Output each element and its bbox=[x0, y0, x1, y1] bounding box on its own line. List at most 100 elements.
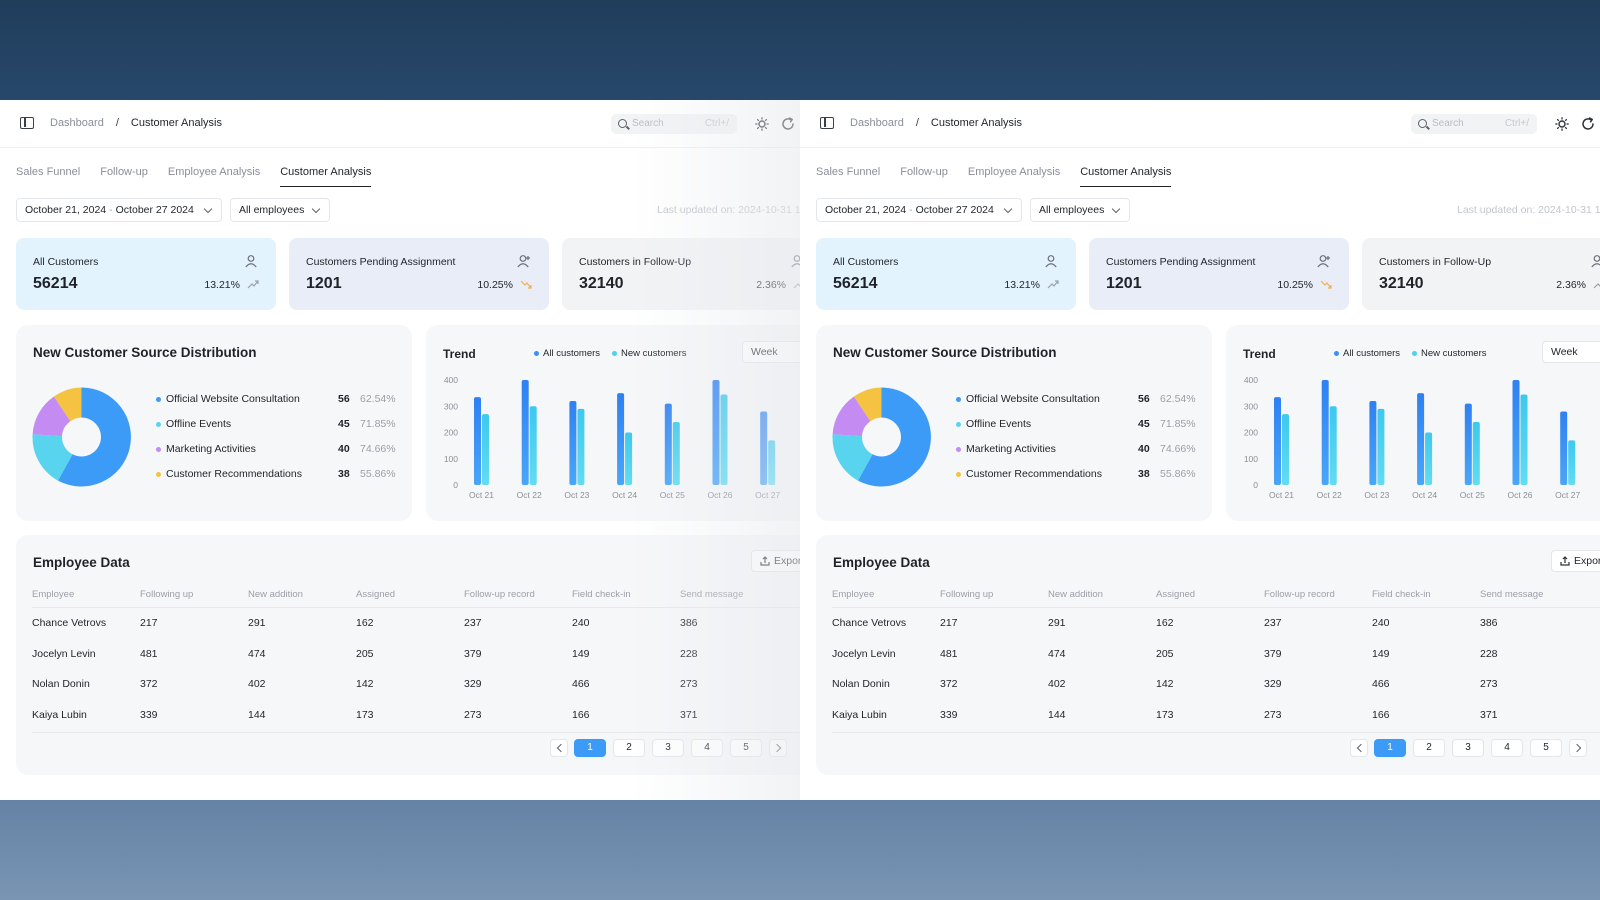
breadcrumb-dashboard-link[interactable]: Dashboard bbox=[850, 117, 904, 129]
page-button[interactable]: 4 bbox=[1491, 739, 1523, 757]
table-cell: 228 bbox=[1480, 647, 1498, 660]
chevron-left-icon bbox=[556, 743, 566, 753]
employee-filter-select[interactable]: All employees bbox=[1030, 198, 1130, 222]
bar-all-customers[interactable] bbox=[664, 403, 672, 485]
next-page-button[interactable] bbox=[1569, 739, 1587, 757]
bar-new-customers[interactable] bbox=[1520, 394, 1528, 485]
donut-slice-recommendations[interactable] bbox=[854, 387, 882, 422]
tab-customer-analysis[interactable]: Customer Analysis bbox=[280, 166, 372, 187]
bar-new-customers[interactable] bbox=[1282, 414, 1289, 485]
bar-all-customers[interactable] bbox=[1369, 401, 1377, 485]
period-value: Week bbox=[1551, 346, 1578, 358]
bar-all-customers[interactable] bbox=[1274, 397, 1281, 485]
search-input[interactable]: Search Ctrl+/ bbox=[611, 114, 737, 134]
legend-percent: 55.86% bbox=[1160, 468, 1196, 480]
legend-dot bbox=[534, 350, 539, 356]
legend-new-customers[interactable]: New customers bbox=[1412, 348, 1486, 359]
bar-new-customers[interactable] bbox=[529, 406, 537, 485]
stat-card-all-customers[interactable]: All Customers 56214 13.21% bbox=[16, 238, 276, 310]
bar-new-customers[interactable] bbox=[625, 432, 633, 486]
table-cell: 386 bbox=[680, 617, 698, 629]
bar-all-customers[interactable] bbox=[712, 380, 720, 485]
bar-new-customers[interactable] bbox=[1329, 406, 1337, 485]
tab-customer-analysis[interactable]: Customer Analysis bbox=[1080, 166, 1172, 187]
period-select[interactable]: Week bbox=[742, 341, 800, 363]
tab-follow-up[interactable]: Follow-up bbox=[900, 166, 948, 178]
bar-all-customers[interactable] bbox=[521, 380, 529, 485]
sidebar-toggle-icon[interactable] bbox=[820, 117, 834, 129]
page-button[interactable]: 4 bbox=[691, 739, 723, 757]
employee-filter-select[interactable]: All employees bbox=[230, 198, 330, 222]
sun-icon[interactable] bbox=[755, 117, 769, 131]
bar-new-customers[interactable] bbox=[577, 408, 585, 485]
bar-all-customers[interactable] bbox=[1417, 393, 1425, 485]
page-button[interactable]: 3 bbox=[652, 739, 684, 757]
bar-all-customers[interactable] bbox=[760, 411, 768, 486]
legend-all-customers[interactable]: All customers bbox=[534, 348, 600, 359]
export-button[interactable]: Export bbox=[1551, 550, 1600, 572]
bar-new-customers[interactable] bbox=[1425, 432, 1433, 486]
bar-new-customers[interactable] bbox=[720, 394, 728, 485]
bar-new-customers[interactable] bbox=[1568, 440, 1576, 485]
refresh-icon[interactable] bbox=[1581, 117, 1595, 131]
tab-follow-up[interactable]: Follow-up bbox=[100, 166, 148, 178]
donut-slice-offline[interactable] bbox=[832, 434, 873, 481]
stat-card-pending-assignment[interactable]: Customers Pending Assignment 1201 10.25% bbox=[289, 238, 549, 310]
donut-slice-marketing[interactable] bbox=[832, 396, 871, 437]
bar-new-customers[interactable] bbox=[672, 422, 680, 485]
export-button[interactable]: Export bbox=[751, 550, 800, 572]
donut-slice-website[interactable] bbox=[58, 387, 131, 487]
breadcrumb-dashboard-link[interactable]: Dashboard bbox=[50, 117, 104, 129]
tab-sales-funnel[interactable]: Sales Funnel bbox=[16, 166, 81, 178]
stat-card-in-follow-up[interactable]: Customers in Follow-Up 32140 2.36% bbox=[562, 238, 800, 310]
donut-slice-website[interactable] bbox=[858, 387, 931, 487]
bar-new-customers[interactable] bbox=[768, 440, 776, 485]
refresh-icon[interactable] bbox=[781, 117, 795, 131]
prev-page-button[interactable] bbox=[1350, 739, 1368, 757]
donut-slice-offline[interactable] bbox=[32, 434, 73, 481]
page-button[interactable]: 5 bbox=[730, 739, 762, 757]
bar-all-customers[interactable] bbox=[474, 397, 481, 485]
x-tick-label: Oct 23 bbox=[1364, 490, 1389, 500]
stat-card-all-customers[interactable]: All Customers 56214 13.21% bbox=[816, 238, 1076, 310]
page-button[interactable]: 2 bbox=[613, 739, 645, 757]
page-button[interactable]: 1 bbox=[1374, 739, 1406, 757]
bar-all-customers[interactable] bbox=[1560, 411, 1568, 486]
bar-all-customers[interactable] bbox=[1512, 380, 1520, 485]
bar-all-customers[interactable] bbox=[1321, 380, 1329, 485]
bar-all-customers[interactable] bbox=[569, 401, 577, 485]
stat-card-pending-assignment[interactable]: Customers Pending Assignment 1201 10.25% bbox=[1089, 238, 1349, 310]
bar-new-customers[interactable] bbox=[1472, 422, 1480, 485]
legend-percent: 74.66% bbox=[360, 443, 396, 455]
page-button[interactable]: 1 bbox=[574, 739, 606, 757]
date-range-select[interactable]: October 21, 2024- October 27 2024 bbox=[16, 198, 222, 222]
tab-employee-analysis[interactable]: Employee Analysis bbox=[167, 166, 261, 178]
legend-new-customers[interactable]: New customers bbox=[612, 348, 686, 359]
search-shortcut-hint: Ctrl+/ bbox=[704, 118, 729, 129]
page-button[interactable]: 2 bbox=[1413, 739, 1445, 757]
prev-page-button[interactable] bbox=[550, 739, 568, 757]
bar-all-customers[interactable] bbox=[1464, 403, 1472, 485]
export-icon bbox=[760, 556, 770, 566]
next-page-button[interactable] bbox=[769, 739, 787, 757]
donut-slice-marketing[interactable] bbox=[32, 396, 71, 437]
page-button[interactable]: 3 bbox=[1452, 739, 1484, 757]
stat-value: 32140 bbox=[579, 275, 624, 292]
bar-new-customers[interactable] bbox=[482, 414, 489, 485]
page-button[interactable]: 5 bbox=[1530, 739, 1562, 757]
bar-all-customers[interactable] bbox=[617, 393, 625, 485]
table-cell: 217 bbox=[940, 617, 958, 629]
employee-name-cell: Nolan Donin bbox=[832, 678, 890, 690]
sun-icon[interactable] bbox=[1555, 117, 1569, 131]
period-select[interactable]: Week bbox=[1542, 341, 1600, 363]
donut-slice-recommendations[interactable] bbox=[54, 387, 82, 422]
tab-sales-funnel[interactable]: Sales Funnel bbox=[816, 166, 881, 178]
sidebar-toggle-icon[interactable] bbox=[20, 117, 34, 129]
table-cell: 379 bbox=[464, 647, 482, 660]
search-input[interactable]: Search Ctrl+/ bbox=[1411, 114, 1537, 134]
date-range-select[interactable]: October 21, 2024- October 27 2024 bbox=[816, 198, 1022, 222]
legend-all-customers[interactable]: All customers bbox=[1334, 348, 1400, 359]
tab-employee-analysis[interactable]: Employee Analysis bbox=[967, 166, 1061, 178]
stat-card-in-follow-up[interactable]: Customers in Follow-Up 32140 2.36% bbox=[1362, 238, 1600, 310]
bar-new-customers[interactable] bbox=[1377, 408, 1385, 485]
